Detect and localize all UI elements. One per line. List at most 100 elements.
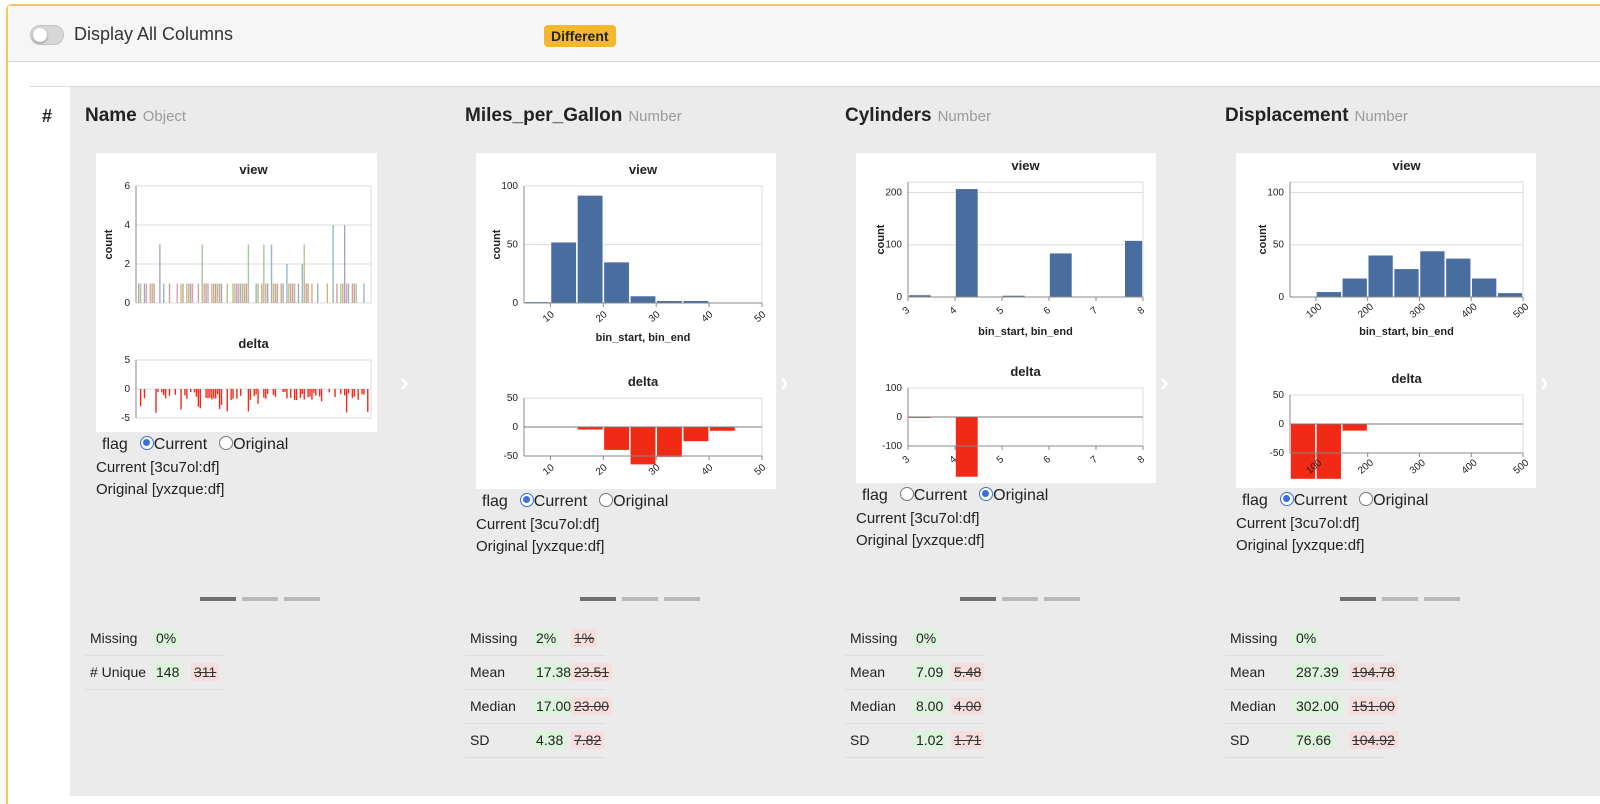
pager-dot-3[interactable] [1044,597,1080,601]
carousel-pager [200,588,326,606]
flag-radio-group: flag Current Original [862,487,1048,505]
pager-dot-3[interactable] [284,597,320,601]
bar [629,426,657,466]
bar [286,264,288,303]
flag-label: flag [102,436,128,453]
view-panel: view 0 50 100 count 10 20 30 40 50 bin_start, bin_… [491,162,769,344]
bar [215,283,217,303]
bar [955,416,979,478]
bar [186,283,188,303]
radio-original[interactable] [219,436,234,450]
radio-original[interactable] [599,493,614,507]
bar [1393,268,1420,298]
bar [203,283,205,303]
bar [603,426,630,451]
bar [290,283,292,303]
carousel-pager [960,588,1086,606]
column-title: Displacement Number [1225,105,1408,127]
pager-dot-2[interactable] [622,597,658,601]
next-arrow-icon[interactable]: › [400,367,409,397]
original-ref: Original [yxzque:df] [856,532,985,549]
radio-original-label: Original [1373,492,1429,509]
x-tick-label: 8 [1136,305,1148,317]
bar [243,283,246,303]
column-type: Number [628,108,682,125]
radio-current[interactable] [1279,492,1294,506]
column-title: Miles_per_Gallon Number [465,105,682,127]
pager-dot-2[interactable] [1382,597,1418,601]
stat-current-value: 1.02 [913,731,947,749]
bar [345,389,348,413]
bar [361,389,363,395]
radio-current[interactable] [139,436,154,450]
pager-dot-3[interactable] [664,597,700,601]
pager-dot-1[interactable] [1340,597,1376,601]
pager-dot-2[interactable] [242,597,278,601]
y-tick-label: 0 [896,412,902,423]
display-all-columns-toggle[interactable] [30,25,64,45]
stat-original-value: 7.82 [571,731,605,749]
radio-original[interactable] [979,487,994,501]
bar [1497,292,1523,298]
toggle-label: Display All Columns [74,24,234,44]
pager-dot-3[interactable] [1424,597,1460,601]
histogram-chart: view 0 100 200 count 3 4 5 6 7 8 bin_start, bin_end… [856,153,1156,483]
view-panel: view 0 100 200 count 3 4 5 6 7 8 bin_start, bin_end [875,158,1147,338]
bar [357,389,359,400]
radio-current[interactable] [899,487,914,501]
plot-frame [907,181,1144,298]
x-tick-label: 400 [1460,457,1480,476]
x-tick-label: 8 [1136,454,1148,466]
pager-dot-1[interactable] [580,597,616,601]
bar [153,283,155,303]
bar [351,283,354,303]
stat-row: # Unique 148 311 [85,656,225,690]
x-tick-label: 3 [901,305,913,317]
pager-dot-1[interactable] [960,597,996,601]
column-displacement: Displacement Number view 0 50 100 count 100 200 3… [1210,87,1590,796]
original-ref: Original [yxzque:df] [1236,537,1365,554]
stat-current-value: 2% [533,629,560,647]
bar [265,283,267,303]
radio-original-label: Original [233,436,289,453]
pager-dot-1[interactable] [200,597,236,601]
y-tick-label: -50 [504,451,519,462]
bar [363,389,365,395]
x-tick-label: 6 [1042,454,1054,466]
x-tick-label: 200 [1356,301,1376,320]
stat-row: SD 1.02 1.71 [845,724,985,758]
histogram-chart: view 0 50 100 count 10 20 30 40 50 bin_start, bin_… [476,153,776,489]
flag-label: flag [1242,492,1268,509]
stat-current-value: 302.00 [1293,697,1342,715]
bar [1341,277,1368,298]
bar [211,389,213,400]
radio-original[interactable] [1359,492,1374,506]
stat-current-value: 17.38 [533,663,575,681]
bar [342,283,344,303]
bar [189,283,192,303]
bar [367,389,369,412]
bar [180,389,182,410]
next-arrow-icon[interactable]: › [1160,367,1169,397]
radio-current[interactable] [519,493,534,507]
next-arrow-icon[interactable]: › [1540,367,1549,397]
bar [164,389,167,399]
bar [232,283,234,303]
column-name: Miles_per_Gallon [465,105,623,126]
next-arrow-icon[interactable]: › [780,367,789,397]
bar [328,389,330,393]
bar [143,389,146,399]
delta-title: delta [628,374,659,389]
delta-panel: delta -5 0 5 [121,336,372,424]
column-title: Cylinders Number [845,105,991,127]
bar [351,389,354,399]
index-header: # [42,106,53,126]
bar [282,283,284,303]
bar [332,225,334,303]
radio-current-label: Current [1293,492,1348,509]
bar [301,264,304,303]
bar [274,283,277,303]
pager-dot-2[interactable] [1002,597,1038,601]
bar [240,283,242,303]
x-axis-label: bin_start, bin_end [978,326,1073,338]
